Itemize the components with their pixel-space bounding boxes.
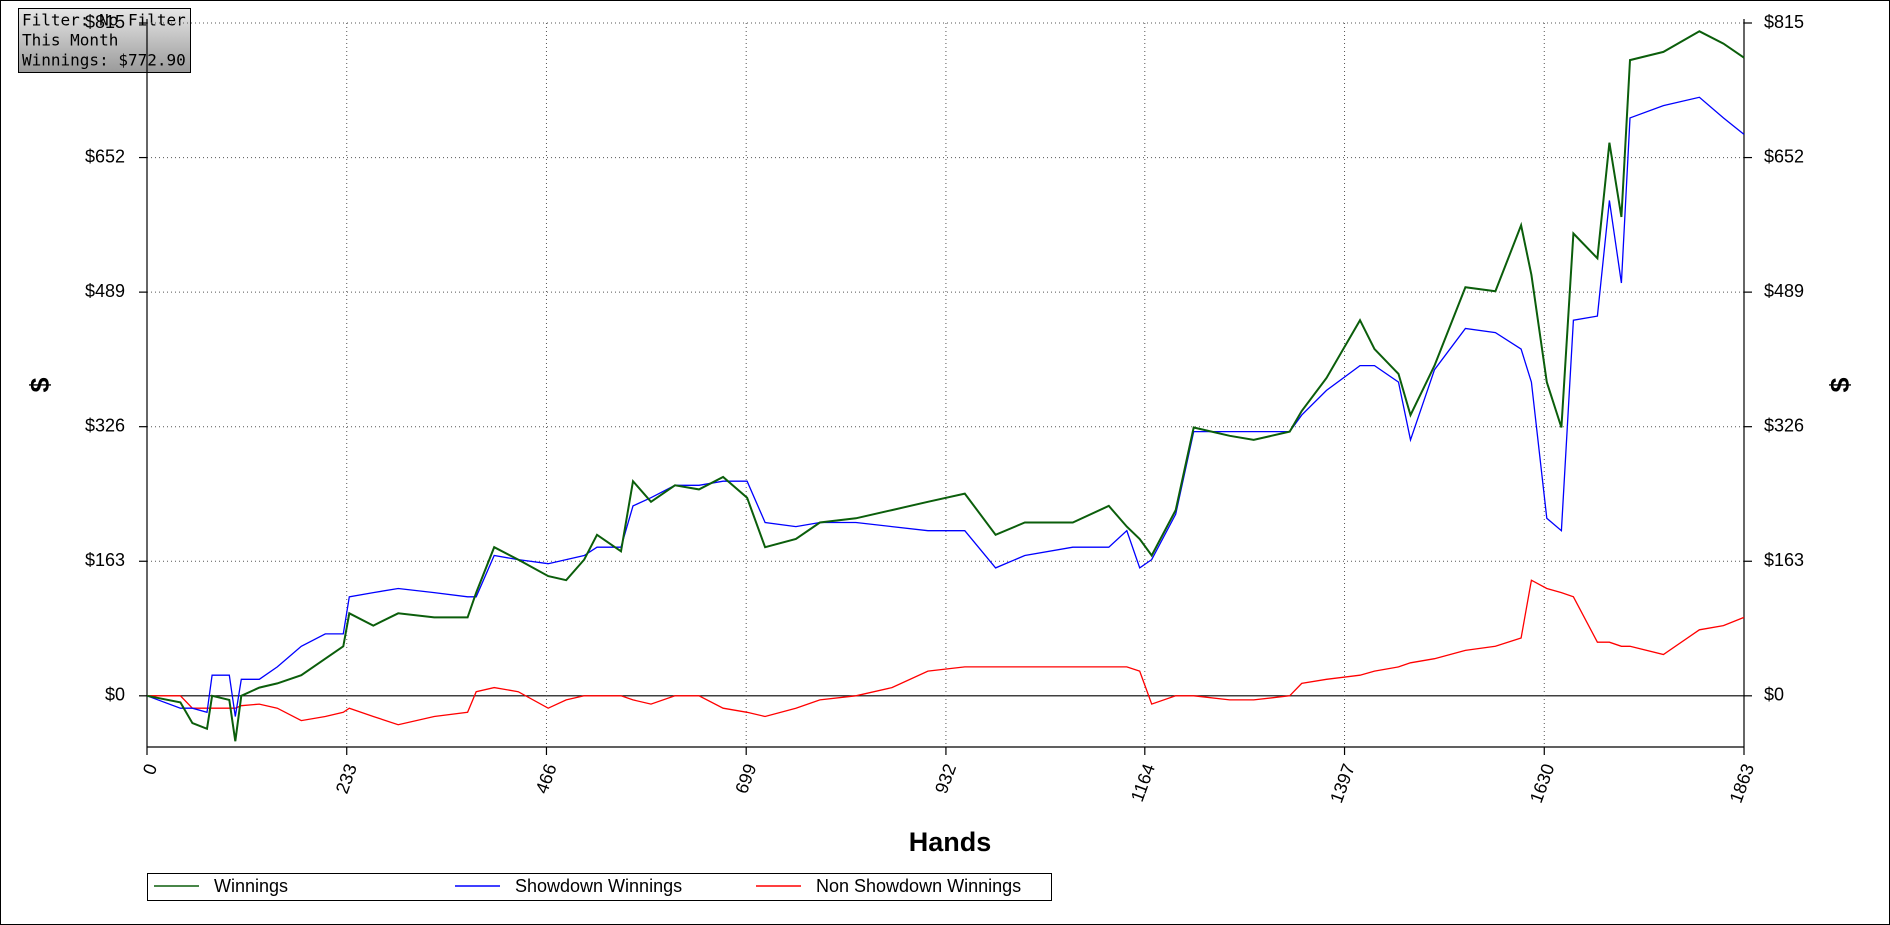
y-tick-label: $815 [85,12,125,32]
y2-axis-title: $ [1825,377,1855,392]
x-axis-title: Hands [909,827,992,857]
series-line [146,30,1745,742]
y-tick-label: $163 [85,550,125,570]
info-line: Filter: No Filter [22,11,186,30]
info-line: This Month [22,31,118,50]
legend-label: Showdown Winnings [515,876,682,896]
legend [147,873,1052,901]
y-axis-title: $ [25,377,55,392]
legend-label: Winnings [214,876,288,896]
y-tick-label: $326 [85,415,125,435]
legend-label: Non Showdown Winnings [816,876,1021,896]
info-box [18,8,191,73]
info-line: Winnings: $772.90 [22,51,186,70]
series-line [147,579,1745,726]
series-line [146,96,1745,717]
y2-tick-label: $815 [1764,12,1804,32]
y2-tick-label: $326 [1764,415,1804,435]
y-tick-label: $0 [105,685,125,705]
y2-tick-label: $652 [1764,146,1804,166]
y2-tick-label: $163 [1764,550,1804,570]
y2-tick-label: $0 [1764,685,1784,705]
y-tick-label: $489 [85,281,125,301]
y2-tick-label: $489 [1764,281,1804,301]
y-tick-label: $652 [85,146,125,166]
